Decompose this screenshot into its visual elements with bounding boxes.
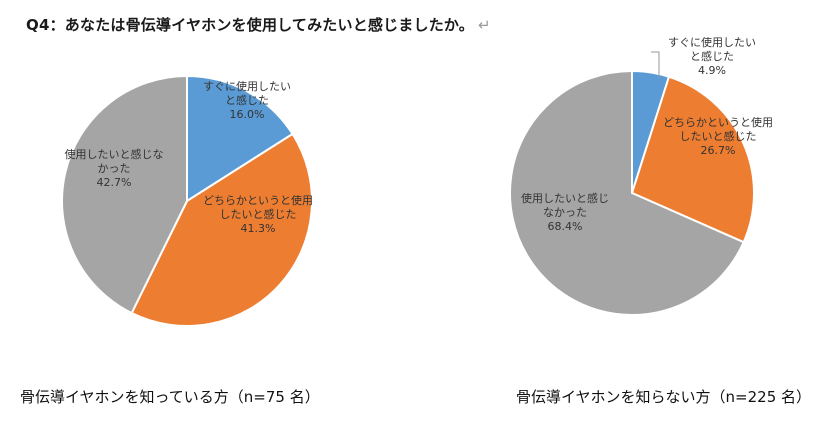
slice-percent-label: 26.7% (701, 144, 736, 157)
slice-percent-label: 16.0% (230, 108, 265, 121)
pie-slice-2-3 (509, 69, 745, 316)
slice-percent-label: 4.9% (698, 64, 726, 77)
pie-slice-1-1 (186, 74, 294, 203)
slice-category-label: すぐに使用したい (203, 80, 291, 93)
chart-caption-known: 骨伝導イヤホンを知っている方（n=75 名） (20, 388, 320, 406)
slice-category-label: したいと感じた (680, 130, 757, 143)
slice-category-label: 使用したいと感じな (65, 148, 164, 161)
slice-category-label: 使用したいと感じ (521, 192, 609, 205)
slice-category-label: どちらかというと使用 (663, 116, 773, 129)
slice-category-label: と感じた (690, 50, 734, 63)
slice-percent-label: 41.3% (241, 222, 276, 235)
leader-line (651, 51, 660, 78)
slice-percent-label: 68.4% (548, 220, 583, 233)
pie-slice-1-2 (130, 132, 313, 327)
slice-category-label: すぐに使用したい (668, 36, 756, 49)
page-title: Q4：あなたは骨伝導イヤホンを使用してみたいと感じましたか。 ↵ (26, 14, 491, 35)
chart-caption-unknown: 骨伝導イヤホンを知らない方（n=225 名） (516, 388, 812, 406)
slice-category-label: なかった (543, 206, 587, 219)
pie-slice-1-3 (61, 74, 188, 315)
title-text: Q4：あなたは骨伝導イヤホンを使用してみたいと感じましたか。 (26, 16, 474, 34)
return-mark-icon: ↵ (478, 16, 491, 34)
slice-category-label: したいと感じた (220, 208, 297, 221)
slice-category-label: かった (98, 162, 131, 175)
slice-category-label: どちらかというと使用 (203, 194, 313, 207)
slice-category-label: と感じた (225, 94, 269, 107)
pie-slice-2-2 (630, 75, 755, 244)
slice-percent-label: 42.7% (97, 176, 132, 189)
